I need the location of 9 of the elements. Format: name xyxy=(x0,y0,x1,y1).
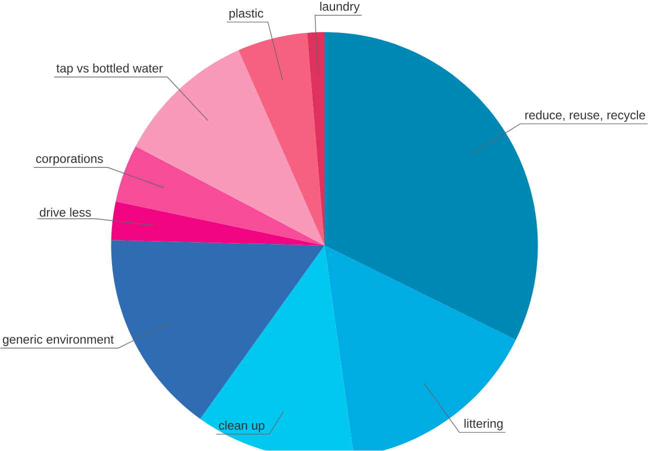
slice-label: reduce, reuse, recycle xyxy=(525,110,646,122)
slice-label: generic environment xyxy=(2,334,114,346)
slice-label: littering xyxy=(464,419,503,430)
slice-label: drive less xyxy=(40,208,91,217)
slice-label: clean up xyxy=(218,420,264,432)
slice-label: tap vs bottled water xyxy=(56,64,163,76)
slice-label: corporations xyxy=(36,154,103,166)
slice-label: laundry xyxy=(320,2,360,14)
slice-label: plastic xyxy=(229,8,264,20)
